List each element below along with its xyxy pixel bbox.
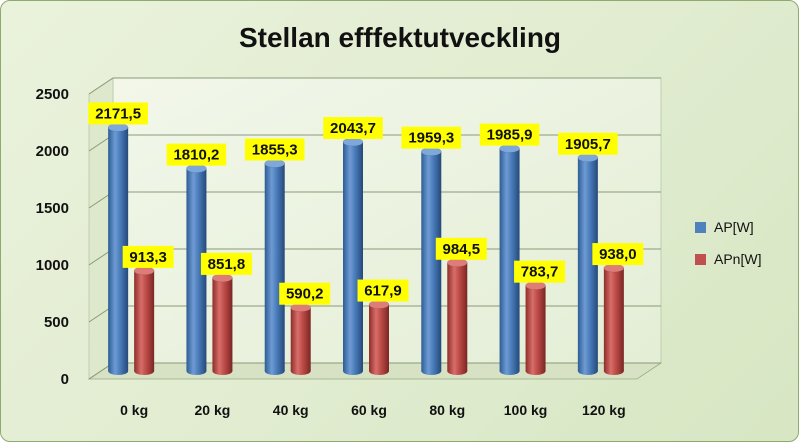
x-category-label: 100 kg bbox=[504, 402, 548, 418]
bar-apn bbox=[290, 303, 312, 375]
data-label-text: 984,5 bbox=[443, 241, 481, 258]
bar-apn bbox=[133, 266, 155, 375]
data-label-text: 1855,3 bbox=[252, 141, 298, 158]
data-label-text: 938,0 bbox=[599, 246, 637, 263]
y-tick-label: 1500 bbox=[36, 200, 69, 217]
data-label-text: 617,9 bbox=[364, 283, 402, 300]
data-label-text: 783,7 bbox=[521, 264, 559, 281]
data-label: 913,3 bbox=[122, 245, 174, 268]
data-label-text: 590,2 bbox=[286, 286, 324, 303]
data-label-text: 1905,7 bbox=[565, 136, 611, 153]
legend: AP[W] APn[W] bbox=[695, 219, 761, 267]
data-label-text: 851,8 bbox=[208, 256, 246, 273]
bar-apn bbox=[368, 300, 390, 375]
data-label: 2171,5 bbox=[88, 102, 148, 125]
y-tick-label: 500 bbox=[44, 314, 69, 331]
bar-ap bbox=[499, 144, 520, 375]
data-label-text: 2171,5 bbox=[95, 105, 141, 122]
gridline bbox=[88, 77, 661, 95]
data-label-text: 1959,3 bbox=[408, 130, 454, 147]
data-label: 938,0 bbox=[592, 243, 644, 266]
x-category-label: 80 kg bbox=[429, 402, 465, 418]
bar-ap bbox=[107, 123, 129, 375]
chart-title: Stellan efffektutveckling bbox=[239, 22, 561, 53]
y-tick-label: 1000 bbox=[36, 257, 69, 274]
bar-ap bbox=[186, 164, 207, 375]
legend-item: AP[W] bbox=[695, 219, 754, 235]
bar-apn bbox=[212, 273, 233, 375]
legend-item: APn[W] bbox=[695, 251, 761, 267]
data-label-text: 2043,7 bbox=[330, 120, 376, 137]
legend-label: APn[W] bbox=[714, 251, 761, 267]
bar-ap bbox=[264, 159, 286, 375]
data-label: 1810,2 bbox=[166, 143, 227, 166]
y-tick-label: 2500 bbox=[36, 86, 69, 103]
bar-ap bbox=[577, 153, 599, 375]
data-label: 590,2 bbox=[279, 282, 331, 305]
data-label-text: 913,3 bbox=[129, 249, 167, 266]
data-label-text: 1810,2 bbox=[173, 147, 219, 164]
data-label: 783,7 bbox=[514, 260, 566, 283]
data-label: 1855,3 bbox=[244, 138, 305, 161]
legend-swatch bbox=[695, 254, 706, 265]
y-tick-label: 0 bbox=[61, 371, 69, 388]
data-label: 1959,3 bbox=[401, 126, 462, 149]
data-label: 984,5 bbox=[435, 237, 487, 260]
x-category-label: 60 kg bbox=[351, 402, 387, 418]
data-label: 1905,7 bbox=[558, 132, 618, 155]
data-label: 1985,9 bbox=[479, 123, 540, 146]
data-label: 2043,7 bbox=[323, 117, 383, 140]
bar-apn bbox=[603, 263, 625, 375]
x-category-label: 0 kg bbox=[120, 402, 148, 418]
data-label: 851,8 bbox=[200, 252, 252, 275]
legend-swatch bbox=[695, 222, 706, 233]
bar-apn bbox=[446, 258, 468, 375]
x-category-label: 120 kg bbox=[582, 402, 626, 418]
bar-apn bbox=[525, 281, 546, 375]
x-category-label: 40 kg bbox=[273, 402, 309, 418]
data-label: 617,9 bbox=[357, 279, 409, 302]
y-tick-label: 2000 bbox=[36, 143, 69, 160]
legend-label: AP[W] bbox=[714, 219, 754, 235]
data-label-text: 1985,9 bbox=[487, 127, 533, 144]
bar-ap bbox=[420, 147, 442, 375]
bar-ap bbox=[342, 137, 364, 375]
x-category-label: 20 kg bbox=[195, 402, 231, 418]
